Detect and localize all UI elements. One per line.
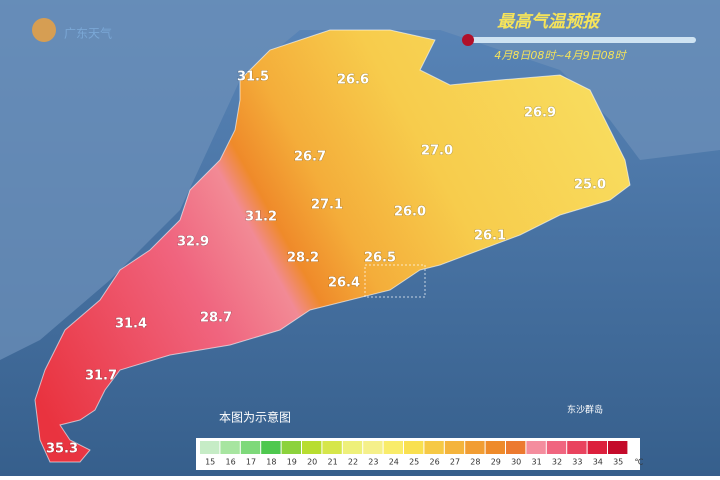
temperature-label: 26.9	[524, 106, 556, 121]
land-background	[0, 0, 720, 360]
hongkong-box	[364, 264, 426, 298]
logo-text: 广东天气	[64, 26, 112, 41]
note: 本图为示意图	[219, 410, 291, 425]
legend-tick: 17	[246, 458, 256, 467]
legend-swatch	[342, 441, 363, 454]
province	[34, 29, 631, 463]
temperature-label: 31.5	[237, 70, 269, 85]
legend-tick: 21	[328, 458, 338, 467]
legend-tick: 35	[613, 458, 623, 467]
legend-tick: 19	[287, 458, 297, 467]
legend-tick: 30	[511, 458, 521, 467]
temperature-label: 26.5	[364, 251, 396, 266]
legend-swatch	[281, 441, 301, 454]
legend-swatch	[424, 441, 444, 454]
temperature-label: 31.7	[85, 369, 117, 384]
legend-tick: 34	[593, 458, 603, 467]
temperature-label: 27.0	[421, 144, 453, 159]
temperature-label: 26.6	[337, 73, 369, 88]
legend-tick: 18	[266, 458, 276, 467]
legend-tick: 33	[572, 458, 582, 467]
title: 最高气温预报	[497, 12, 602, 32]
legend-tick: 16	[226, 458, 236, 467]
legend-swatch	[444, 441, 465, 454]
legend-tick: 15	[205, 458, 215, 467]
legend-tick: 23	[368, 458, 378, 467]
temperature-label: 35.3	[46, 442, 78, 457]
legend-swatch	[546, 441, 567, 454]
legend-swatch	[485, 441, 505, 454]
legend-swatch	[465, 441, 485, 454]
temperature-label: 31.4	[115, 317, 147, 332]
thermometer-bulb	[462, 34, 474, 46]
legend-tick: 32	[552, 458, 562, 467]
legend-swatch	[567, 441, 587, 454]
legend-swatch	[322, 441, 342, 454]
temperature-label: 26.0	[394, 205, 426, 220]
legend-swatch	[220, 441, 240, 454]
legend-swatch	[608, 441, 628, 454]
temperature-label: 25.0	[574, 178, 606, 193]
thermometer	[468, 37, 696, 43]
legend-tick: 20	[307, 458, 317, 467]
temperature-label: 32.9	[177, 235, 209, 250]
legend-tick: 29	[491, 458, 501, 467]
temperature-label: 26.4	[328, 276, 360, 291]
legend-swatch	[404, 441, 424, 454]
legend-tick: 24	[389, 458, 399, 467]
legend-tick: 26	[430, 458, 440, 467]
temperature-label: 26.7	[294, 150, 326, 165]
legend-swatch	[587, 441, 607, 454]
legend-swatch	[526, 441, 546, 454]
legend-swatch	[506, 441, 526, 454]
legend-swatch	[240, 441, 261, 454]
legend-tick: 28	[470, 458, 480, 467]
temperature-label: 28.2	[287, 251, 319, 266]
island-label: 东沙群岛	[567, 404, 603, 416]
temperature-label: 31.2	[245, 210, 277, 225]
legend-tick: 22	[348, 458, 358, 467]
legend-tick: 27	[450, 458, 460, 467]
legend-unit: ℃	[634, 458, 643, 467]
logo-icon	[32, 18, 56, 42]
legend-swatch	[363, 441, 383, 454]
temperature-label: 27.1	[311, 198, 343, 213]
legend-tick: 31	[532, 458, 542, 467]
legend-swatch	[383, 441, 403, 454]
legend-swatch	[261, 441, 281, 454]
legend-tick: 25	[409, 458, 419, 467]
temperature-label: 26.1	[474, 229, 506, 244]
legend-swatch	[200, 441, 220, 454]
subtitle: 4月8日08时~4月9日08时	[494, 49, 627, 62]
temperature-label: 28.7	[200, 311, 232, 326]
legend-swatch	[302, 441, 322, 454]
